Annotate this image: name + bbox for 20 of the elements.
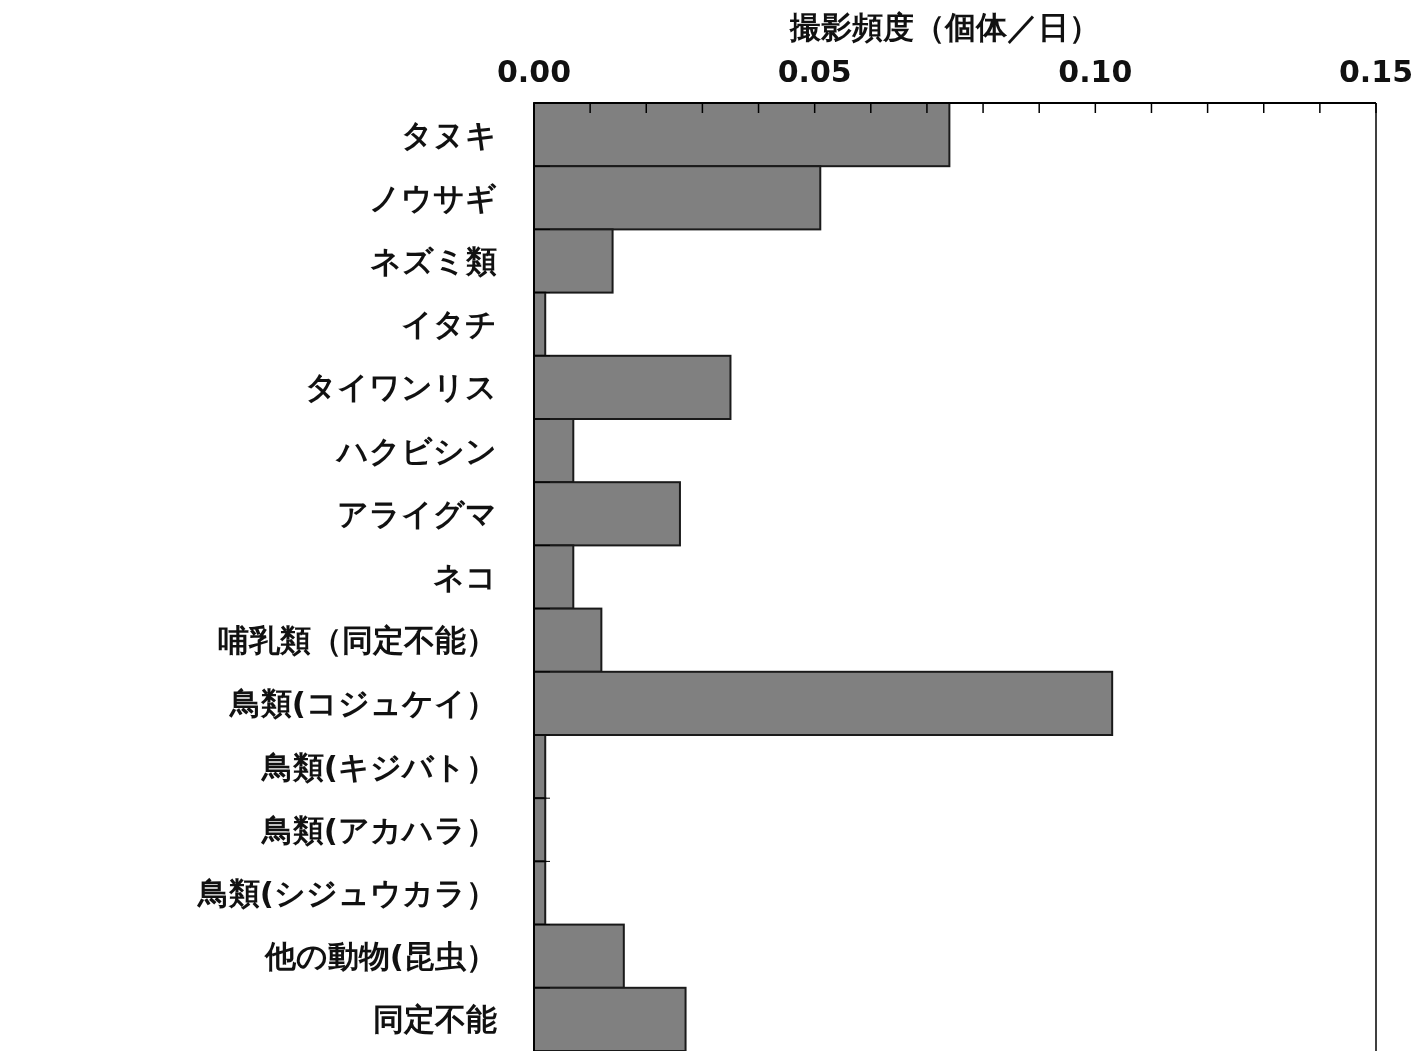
y-tick-label: タイワンリス: [305, 369, 497, 406]
x-tick-label: 0.10: [1058, 54, 1133, 89]
y-tick-label: 哺乳類（同定不能）: [218, 622, 497, 659]
y-tick-label: ノウサギ: [369, 179, 497, 216]
y-tick-label: 鳥類(アカハラ）: [259, 811, 497, 848]
y-tick-label: 鳥類(シジュウカラ）: [195, 875, 497, 911]
y-tick-label: 鳥類(コジュケイ）: [227, 685, 497, 722]
y-tick-label: ネズミ類: [370, 243, 497, 279]
y-tick-label: アライグマ: [337, 495, 497, 532]
x-axis-title: 撮影頻度（個体／日）: [789, 9, 1100, 45]
y-tick-label: イタチ: [401, 306, 497, 343]
x-tick-label: 0.00: [496, 54, 572, 89]
y-tick-label: 鳥類(キジバト）: [259, 748, 497, 785]
y-tick-label: ネコ: [433, 559, 497, 595]
x-tick-label: 0.15: [1338, 54, 1414, 89]
y-tick-label: 他の動物(昆虫）: [263, 938, 497, 975]
y-tick-label: ハクビシン: [335, 432, 497, 469]
x-tick-label: 0.05: [777, 54, 852, 89]
y-tick-label: タヌキ: [401, 116, 497, 153]
y-tick-label: 同定不能: [373, 1001, 497, 1038]
